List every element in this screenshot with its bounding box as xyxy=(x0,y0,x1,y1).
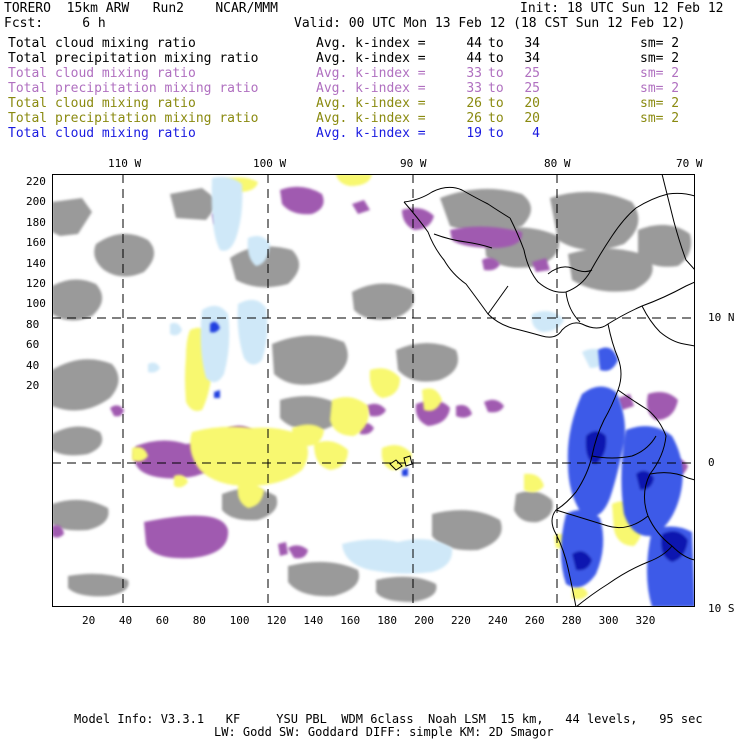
grid-x-label: 80 xyxy=(192,614,206,627)
grid-y-label: 20 xyxy=(26,379,40,392)
legend-kindex-to: 25 xyxy=(524,66,540,81)
legend-kindex-label: Avg. k-index = xyxy=(316,126,426,141)
legend-field-name: Total precipitation mixing ratio xyxy=(8,111,259,126)
grid-y-label: 140 xyxy=(26,256,46,270)
legend-smoothing: sm= 2 xyxy=(640,36,680,51)
longitude-label: 80 W xyxy=(544,157,571,170)
cloud-field-gray xyxy=(52,188,692,602)
grid-x-label: 240 xyxy=(487,614,508,627)
legend-kindex-label: Avg. k-index = xyxy=(316,66,426,81)
legend-row: Total precipitation mixing ratio Avg. k-i… xyxy=(8,111,732,126)
legend-to-label: to xyxy=(488,81,504,96)
legend-row: Total precipitation mixing ratio Avg. k-i… xyxy=(8,81,732,96)
legend-kindex-from: 19 xyxy=(466,126,482,141)
legend-to-label: to xyxy=(488,96,504,111)
legend-row: Total cloud mixing ratio Avg. k-index = 19… xyxy=(8,126,732,141)
map-frame xyxy=(52,174,695,607)
legend-field-name: Total cloud mixing ratio xyxy=(8,36,196,51)
legend-kindex-to: 25 xyxy=(524,81,540,96)
footer-physics-info: LW: Godd SW: Goddard DIFF: simple KM: 2D… xyxy=(214,725,554,739)
legend-smoothing: sm= 2 xyxy=(640,96,680,111)
grid-x-label: 280 xyxy=(561,614,582,627)
cloud-field-blue xyxy=(210,321,695,607)
legend-field-name: Total cloud mixing ratio xyxy=(8,126,196,141)
grid-y-label: 40 xyxy=(26,358,40,372)
legend-smoothing: sm= 2 xyxy=(640,66,680,81)
coastlines xyxy=(389,174,695,607)
latitude-label: 10 S xyxy=(708,602,735,615)
grid-y-label: 100 xyxy=(26,297,46,311)
grid-x-label: 160 xyxy=(340,614,361,627)
grid-x-label: 300 xyxy=(598,614,619,627)
legend-row: Total precipitation mixing ratio Avg. k-i… xyxy=(8,51,732,66)
legend-smoothing: sm= 2 xyxy=(640,111,680,126)
grid-y-label: 160 xyxy=(26,236,46,250)
legend-row: Total cloud mixing ratio Avg. k-index = 44… xyxy=(8,36,732,51)
forecast-hour: Fcst: 6 h xyxy=(4,16,106,31)
legend-kindex-from: 33 xyxy=(466,81,482,96)
forecast-map xyxy=(52,174,695,607)
legend-kindex-from: 33 xyxy=(466,66,482,81)
legend-field-name: Total precipitation mixing ratio xyxy=(8,81,259,96)
legend-smoothing: sm= 2 xyxy=(640,51,680,66)
grid-y-label: 80 xyxy=(26,317,40,331)
legend-kindex-from: 44 xyxy=(466,36,482,51)
legend-smoothing: sm= 2 xyxy=(640,81,680,96)
longitude-label: 70 W xyxy=(676,157,703,170)
legend-kindex-from: 26 xyxy=(466,111,482,126)
longitude-label: 100 W xyxy=(253,157,287,170)
legend-row: Total cloud mixing ratio Avg. k-index = 33… xyxy=(8,66,732,81)
latitude-label: 10 N xyxy=(708,311,735,324)
grid-x-label: 40 xyxy=(118,614,133,627)
grid-x-label: 180 xyxy=(377,614,398,627)
lat-lon-grid xyxy=(52,174,695,607)
legend-to-label: to xyxy=(488,36,504,51)
legend-kindex-to: 20 xyxy=(524,96,540,111)
legend-to-label: to xyxy=(488,66,504,81)
init-time: Init: 18 UTC Sun 12 Feb 12 xyxy=(520,1,724,16)
legend-kindex-to: 34 xyxy=(524,36,540,51)
grid-x-label: 260 xyxy=(524,614,545,627)
grid-x-label: 20 xyxy=(82,614,96,627)
legend-kindex-label: Avg. k-index = xyxy=(316,81,426,96)
grid-x-label: 60 xyxy=(155,614,170,627)
grid-y-label: 220 xyxy=(26,175,46,188)
legend-kindex-to: 4 xyxy=(532,126,540,141)
grid-y-label: 120 xyxy=(26,277,46,290)
legend-kindex-label: Avg. k-index = xyxy=(316,111,426,126)
model-title: TORERO 15km ARW Run2 NCAR/MMM xyxy=(4,1,278,16)
grid-x-label: 220 xyxy=(451,614,471,627)
longitude-label: 110 W xyxy=(108,157,142,170)
legend-field-name: Total cloud mixing ratio xyxy=(8,96,196,111)
grid-x-label: 100 xyxy=(229,614,250,627)
grid-x-label: 120 xyxy=(266,614,287,627)
legend-kindex-to: 20 xyxy=(524,111,540,126)
longitude-label: 90 W xyxy=(400,157,427,170)
legend-to-label: to xyxy=(488,126,504,141)
legend-row: Total cloud mixing ratio Avg. k-index = 26… xyxy=(8,96,732,111)
grid-x-label: 140 xyxy=(303,614,324,627)
grid-x-label: 320 xyxy=(635,614,656,627)
grid-y-label: 180 xyxy=(26,215,46,229)
grid-y-label: 200 xyxy=(26,195,46,209)
legend-kindex-from: 26 xyxy=(466,96,482,111)
legend-kindex-label: Avg. k-index = xyxy=(316,36,426,51)
legend-to-label: to xyxy=(488,51,504,66)
legend-to-label: to xyxy=(488,111,504,126)
legend-kindex-to: 34 xyxy=(524,51,540,66)
grid-x-label: 200 xyxy=(414,614,434,627)
legend-field-name: Total cloud mixing ratio xyxy=(8,66,196,81)
legend-kindex-from: 44 xyxy=(466,51,482,66)
legend-kindex-label: Avg. k-index = xyxy=(316,51,426,66)
grid-y-label: 60 xyxy=(26,338,40,352)
footer-model-info: Model Info: V3.3.1 KF YSU PBL WDM 6class… xyxy=(74,712,703,726)
legend-kindex-label: Avg. k-index = xyxy=(316,96,426,111)
legend-field-name: Total precipitation mixing ratio xyxy=(8,51,259,66)
latitude-label: 0 xyxy=(708,456,715,469)
valid-time: Valid: 00 UTC Mon 13 Feb 12 (18 CST Sun … xyxy=(294,16,686,31)
